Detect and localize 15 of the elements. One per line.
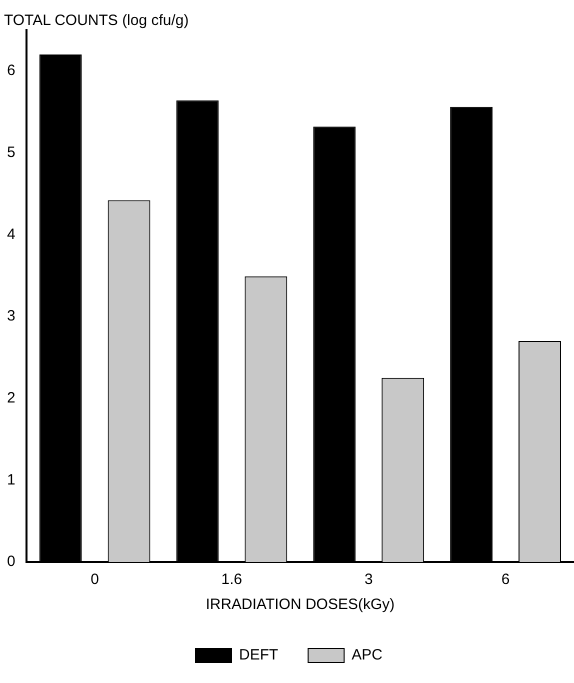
y-tick-label: 2 xyxy=(7,389,16,406)
legend-label: APC xyxy=(352,646,383,664)
y-axis-title: TOTAL COUNTS (log cfu/g) xyxy=(4,12,189,29)
x-tick-label: 0 xyxy=(90,571,99,588)
y-tick-label: 4 xyxy=(7,226,16,243)
x-tick-label: 6 xyxy=(501,571,510,588)
x-axis-title: IRRADIATION DOSES(kGy) xyxy=(206,596,395,614)
x-tick-label: 3 xyxy=(364,571,373,588)
y-tick-label: 6 xyxy=(7,62,16,80)
legend-label: DEFT xyxy=(239,646,278,664)
y-tick-label: 5 xyxy=(7,144,16,161)
y-tick-label: 1 xyxy=(7,471,16,488)
y-tick-label: 0 xyxy=(7,553,16,570)
x-tick-label: 1.6 xyxy=(221,571,242,588)
y-tick-label: 3 xyxy=(7,308,16,325)
